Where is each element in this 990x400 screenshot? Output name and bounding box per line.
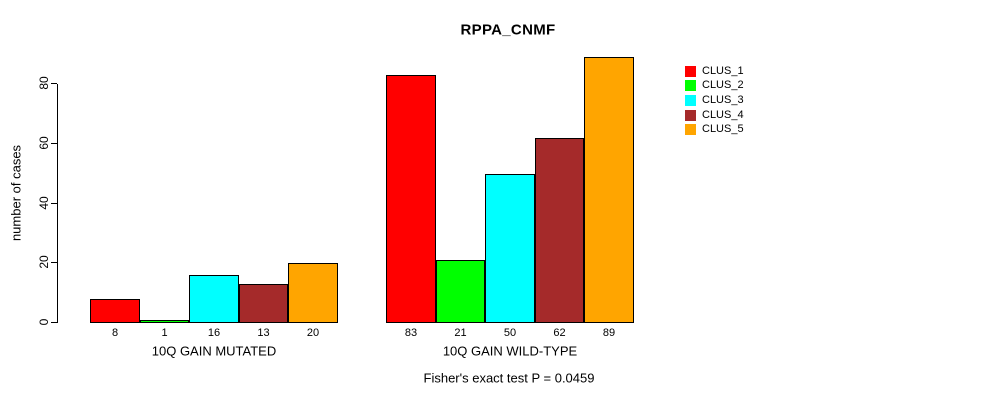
legend-swatch-clus-2 xyxy=(685,80,696,92)
legend-swatch-clus-4 xyxy=(685,109,696,121)
group-label: 10Q GAIN WILD-TYPE xyxy=(442,343,578,359)
bar-value-label: 21 xyxy=(454,327,467,339)
y-axis-tick-label: 80 xyxy=(37,76,51,90)
bar-clus-3-10q-gain-wild-type xyxy=(485,174,535,323)
chart-title: RPPA_CNMF xyxy=(460,21,556,39)
bar-clus-5-10q-gain-wild-type xyxy=(584,57,634,323)
legend-swatch-clus-3 xyxy=(685,94,696,106)
y-axis-tick xyxy=(51,203,57,204)
bar-clus-2-10q-gain-mutated xyxy=(140,320,189,323)
legend-label: CLUS_1 xyxy=(702,64,744,77)
bar-value-label: 50 xyxy=(503,327,517,339)
y-axis-label: number of cases xyxy=(8,144,24,242)
bar-value-label: 8 xyxy=(111,327,119,339)
bar-value-label: 62 xyxy=(553,327,566,339)
y-axis-tick xyxy=(51,143,57,144)
y-axis-tick xyxy=(51,83,57,84)
legend-label: CLUS_4 xyxy=(702,108,744,121)
legend-label: CLUS_5 xyxy=(702,123,744,136)
legend-label: CLUS_3 xyxy=(702,93,744,106)
bar-value-label: 1 xyxy=(161,327,168,339)
bar-value-label: 20 xyxy=(306,327,320,339)
y-axis-tick xyxy=(51,322,57,323)
y-axis-tick-label: 0 xyxy=(37,318,51,326)
bar-clus-5-10q-gain-mutated xyxy=(288,263,338,323)
bar-clus-4-10q-gain-mutated xyxy=(239,284,288,323)
legend: CLUS_1 CLUS_2 CLUS_3 CLUS_4 CLUS_5 xyxy=(685,64,744,137)
y-axis-tick-label: 60 xyxy=(37,136,51,150)
legend-item: CLUS_2 xyxy=(685,79,744,94)
bar-value-label: 83 xyxy=(404,327,418,339)
group-label: 10Q GAIN MUTATED xyxy=(151,343,277,359)
legend-swatch-clus-1 xyxy=(685,65,696,77)
bar-clus-2-10q-gain-wild-type xyxy=(436,260,485,323)
y-axis-tick xyxy=(51,262,57,263)
legend-item: CLUS_3 xyxy=(685,93,744,108)
legend-item: CLUS_5 xyxy=(685,122,744,137)
y-axis-tick-label: 40 xyxy=(37,196,51,210)
bar-clus-1-10q-gain-wild-type xyxy=(386,75,436,323)
legend-label: CLUS_2 xyxy=(702,79,744,92)
annotation-text: Fisher's exact test P = 0.0459 xyxy=(423,370,595,386)
bar-clus-1-10q-gain-mutated xyxy=(90,299,140,323)
legend-swatch-clus-5 xyxy=(685,124,696,136)
bar-value-label: 13 xyxy=(257,327,270,339)
y-axis-line xyxy=(57,84,58,323)
bar-clus-3-10q-gain-mutated xyxy=(189,275,239,323)
legend-item: CLUS_1 xyxy=(685,64,744,79)
legend-item: CLUS_4 xyxy=(685,108,744,123)
bar-clus-4-10q-gain-wild-type xyxy=(535,138,584,323)
y-axis-tick-label: 20 xyxy=(37,255,51,269)
bar-value-label: 16 xyxy=(207,327,221,339)
bar-value-label: 89 xyxy=(602,327,616,339)
